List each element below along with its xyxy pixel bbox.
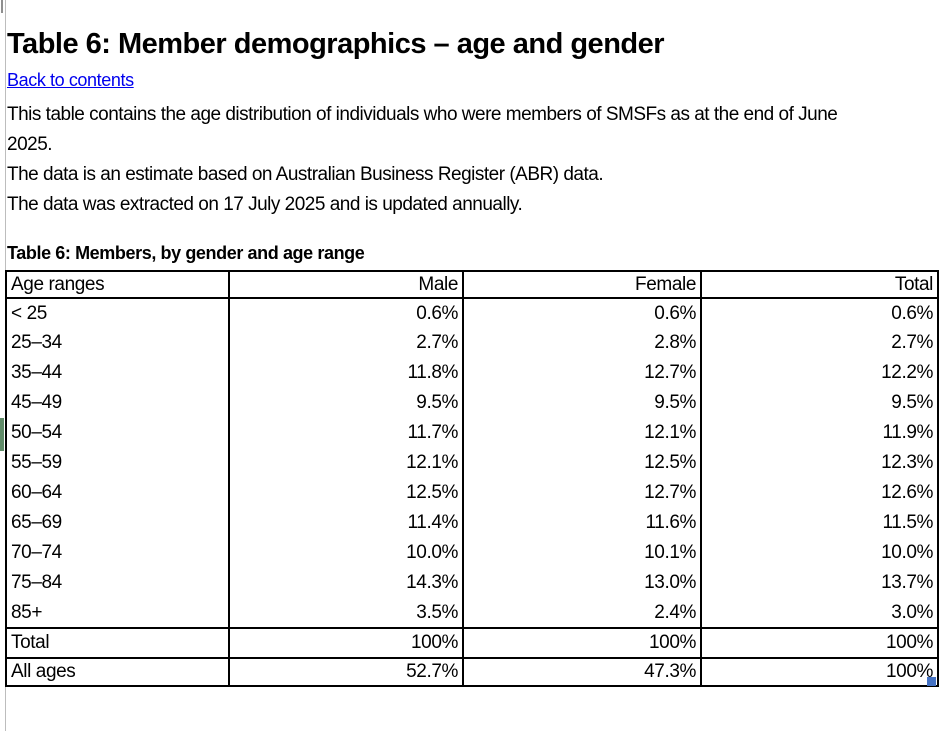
cell-male: 2.7% [228, 328, 464, 358]
table-row: 55–59 12.1% 12.5% 12.3% [5, 448, 939, 478]
cell-female: 13.0% [462, 568, 702, 598]
cell-male: 11.4% [228, 508, 464, 538]
cell-age: 65–69 [5, 508, 230, 538]
cell-female: 10.1% [462, 538, 702, 568]
cell-total: 12.3% [700, 448, 939, 478]
cell-age: 70–74 [5, 538, 230, 568]
pane-corner-tick [1, 0, 3, 13]
cell-age: 60–64 [5, 478, 230, 508]
table-row: 70–74 10.0% 10.1% 10.0% [5, 538, 939, 568]
cell-male: 0.6% [228, 298, 464, 328]
cell-female: 0.6% [462, 298, 702, 328]
demographics-table: Age ranges Male Female Total < 25 0.6% 0… [5, 270, 939, 687]
table-row: 50–54 11.7% 12.1% 11.9% [5, 418, 939, 448]
cell-male: 12.1% [228, 448, 464, 478]
fill-handle[interactable] [927, 677, 936, 686]
cell-male: 11.7% [228, 418, 464, 448]
cell-male: 12.5% [228, 478, 464, 508]
cell-total: 9.5% [700, 388, 939, 418]
cell-female: 11.6% [462, 508, 702, 538]
cell-age: 50–54 [5, 418, 230, 448]
cell-total: 100% [700, 657, 939, 686]
cell-age: 25–34 [5, 328, 230, 358]
cell-age: 85+ [5, 598, 230, 628]
description-line: The data was extracted on 17 July 2025 a… [7, 194, 523, 215]
cell-female: 12.1% [462, 418, 702, 448]
cell-age: 75–84 [5, 568, 230, 598]
description-line: The data is an estimate based on Austral… [7, 164, 604, 185]
cell-male: 3.5% [228, 598, 464, 628]
column-header-total: Total [700, 271, 939, 299]
cell-total: 11.5% [700, 508, 939, 538]
cell-male: 10.0% [228, 538, 464, 568]
cell-total: 12.6% [700, 478, 939, 508]
cell-age: 35–44 [5, 358, 230, 388]
table-row: 75–84 14.3% 13.0% 13.7% [5, 568, 939, 598]
cell-female: 2.8% [462, 328, 702, 358]
cell-total: 100% [700, 627, 939, 658]
table-caption: Table 6: Members, by gender and age rang… [7, 243, 365, 263]
table-row: 85+ 3.5% 2.4% 3.0% [5, 598, 939, 628]
cell-age: Total [5, 627, 230, 658]
cell-female: 47.3% [462, 657, 702, 686]
cell-total: 13.7% [700, 568, 939, 598]
cell-total: 11.9% [700, 418, 939, 448]
selection-indicator [0, 418, 4, 451]
description: This table contains the age distribution… [7, 100, 935, 220]
column-header-age-ranges: Age ranges [5, 271, 230, 299]
table-row: 60–64 12.5% 12.7% 12.6% [5, 478, 939, 508]
cell-total: 2.7% [700, 328, 939, 358]
cell-female: 2.4% [462, 598, 702, 628]
sheet-content: Table 6: Member demographics – age and g… [5, 0, 939, 687]
table-row-total: Total 100% 100% 100% [5, 627, 939, 658]
table-row: 35–44 11.8% 12.7% 12.2% [5, 358, 939, 388]
column-header-male: Male [228, 271, 464, 299]
cell-male: 52.7% [228, 657, 464, 686]
cell-female: 12.7% [462, 358, 702, 388]
cell-male: 11.8% [228, 358, 464, 388]
cell-female: 9.5% [462, 388, 702, 418]
cell-age: 55–59 [5, 448, 230, 478]
table-row: 45–49 9.5% 9.5% 9.5% [5, 388, 939, 418]
cell-total: 3.0% [700, 598, 939, 628]
table-container: Age ranges Male Female Total < 25 0.6% 0… [5, 270, 939, 687]
cell-female: 100% [462, 627, 702, 658]
cell-total: 0.6% [700, 298, 939, 328]
back-to-contents-link[interactable]: Back to contents [7, 70, 134, 90]
cell-male: 9.5% [228, 388, 464, 418]
table-row: < 25 0.6% 0.6% 0.6% [5, 298, 939, 328]
cell-total: 12.2% [700, 358, 939, 388]
cell-total: 10.0% [700, 538, 939, 568]
table-row-all-ages: All ages 52.7% 47.3% 100% [5, 657, 939, 686]
cell-age: < 25 [5, 298, 230, 328]
description-line: 2025. [7, 134, 53, 155]
table-row: 25–34 2.7% 2.8% 2.7% [5, 328, 939, 358]
cell-female: 12.7% [462, 478, 702, 508]
column-header-female: Female [462, 271, 702, 299]
cell-age: 45–49 [5, 388, 230, 418]
description-line: This table contains the age distribution… [7, 104, 838, 125]
cell-age: All ages [5, 657, 230, 686]
table-row: 65–69 11.4% 11.6% 11.5% [5, 508, 939, 538]
cell-male: 14.3% [228, 568, 464, 598]
page-title: Table 6: Member demographics – age and g… [7, 28, 665, 60]
cell-female: 12.5% [462, 448, 702, 478]
header-row: Age ranges Male Female Total [5, 271, 939, 299]
cell-male: 100% [228, 627, 464, 658]
